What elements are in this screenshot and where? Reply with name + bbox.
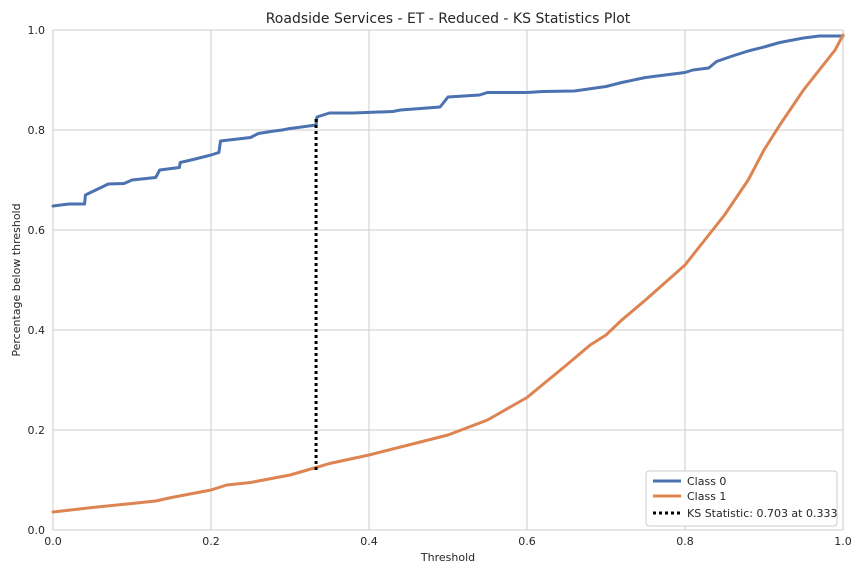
x-tick-label: 0.8 (676, 535, 694, 548)
x-axis-label: Threshold (420, 551, 475, 564)
series-layer (51, 33, 845, 514)
legend-label-class-0: Class 0 (687, 475, 726, 488)
chart-title: Roadside Services - ET - Reduced - KS St… (266, 11, 631, 27)
tick-labels: 0.0 0.2 0.4 0.6 0.8 1.0 0.0 0.2 0.4 0.6 0.8 1.0 (28, 24, 852, 548)
series-line-class-0 (51, 34, 845, 208)
y-tick-label: 0.2 (28, 424, 46, 437)
y-tick-label: 1.0 (28, 24, 46, 37)
y-tick-label: 0.0 (28, 524, 46, 537)
series-line-class-1 (51, 33, 845, 514)
y-tick-label: 0.6 (28, 224, 46, 237)
x-tick-label: 1.0 (834, 535, 852, 548)
plot-frame (52, 29, 844, 531)
y-tick-label: 0.8 (28, 124, 46, 137)
legend-box (645, 470, 838, 527)
y-tick-label: 0.4 (28, 324, 46, 337)
x-tick-label: 0.2 (202, 535, 220, 548)
legend-label-class-1: Class 1 (687, 490, 726, 503)
y-axis-label: Percentage below threshold (10, 203, 23, 356)
legend-label-ks-statistic: KS Statistic: 0.703 at 0.333 (687, 507, 837, 520)
x-tick-label: 0.0 (44, 535, 62, 548)
legend: Class 0 Class 1 KS Statistic: 0.703 at 0… (645, 470, 838, 527)
x-tick-label: 0.4 (360, 535, 378, 548)
x-tick-label: 0.6 (518, 535, 536, 548)
